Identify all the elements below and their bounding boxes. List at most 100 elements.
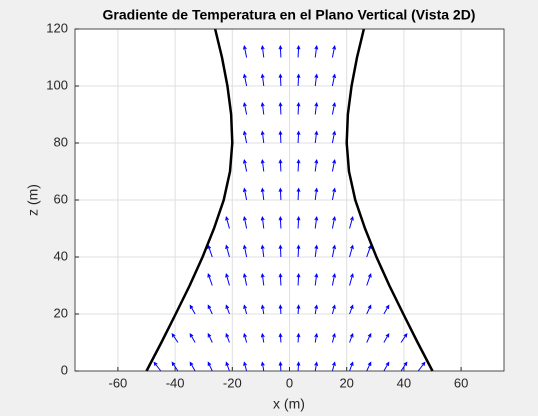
arrow — [225, 272, 230, 286]
arrow — [242, 101, 248, 115]
arrow — [314, 215, 319, 229]
arrow — [331, 332, 336, 343]
arrow — [278, 73, 283, 87]
x-tick-label: 60 — [454, 375, 468, 390]
arrow — [260, 244, 265, 258]
arrow — [260, 44, 265, 58]
arrow — [296, 304, 301, 315]
arrow — [242, 215, 248, 229]
arrow — [260, 158, 265, 172]
arrow — [171, 332, 179, 343]
arrow — [296, 361, 301, 372]
arrow — [260, 332, 265, 343]
arrow — [400, 361, 408, 372]
arrow — [349, 244, 354, 258]
arrow — [331, 187, 337, 201]
arrow — [260, 304, 265, 315]
arrow — [278, 158, 283, 172]
y-tick-label: 40 — [54, 248, 68, 263]
chart-title: Gradiente de Temperatura en el Plano Ver… — [103, 7, 476, 23]
arrow — [314, 244, 319, 258]
arrow — [314, 73, 319, 87]
arrow — [331, 73, 337, 87]
arrow — [296, 332, 301, 343]
arrow — [349, 361, 354, 372]
arrow — [260, 215, 265, 229]
arrow — [242, 130, 248, 144]
arrow — [207, 361, 213, 372]
axes-box — [74, 28, 505, 372]
arrow — [366, 304, 372, 315]
arrow — [278, 130, 283, 144]
x-tick-label: -20 — [223, 375, 242, 390]
arrow — [331, 101, 337, 115]
arrow — [278, 272, 283, 286]
arrow — [366, 361, 372, 372]
arrow — [153, 361, 162, 372]
x-tick-label: 0 — [286, 375, 293, 390]
arrow — [207, 304, 213, 315]
arrow — [314, 101, 319, 115]
y-axis-label: z (m) — [25, 184, 41, 216]
arrow — [331, 158, 337, 172]
arrow — [296, 272, 301, 286]
arrow — [189, 361, 196, 372]
arrow — [260, 130, 265, 144]
x-tick-label: -40 — [166, 375, 185, 390]
arrow — [331, 272, 337, 286]
arrow — [278, 361, 283, 372]
arrow — [296, 130, 301, 144]
arrow — [225, 332, 230, 343]
arrow — [260, 73, 265, 87]
arrow — [296, 44, 301, 58]
arrow — [171, 361, 179, 372]
arrow — [314, 187, 319, 201]
arrow — [383, 304, 390, 315]
y-tick-label: 100 — [46, 77, 68, 92]
arrow — [383, 332, 390, 343]
arrow — [260, 272, 265, 286]
arrow — [331, 130, 337, 144]
arrow — [400, 332, 408, 343]
arrow — [296, 215, 301, 229]
arrow — [278, 101, 283, 115]
x-tick-label: 20 — [339, 375, 353, 390]
y-tick-label: 80 — [54, 134, 68, 149]
arrow — [331, 304, 336, 315]
arrow — [225, 215, 230, 229]
arrow — [349, 272, 354, 286]
x-tick-label: 40 — [397, 375, 411, 390]
arrow — [189, 332, 196, 343]
arrow — [242, 158, 248, 172]
arrow — [278, 215, 283, 229]
x-axis-label: x (m) — [273, 396, 305, 412]
arrow — [296, 158, 301, 172]
arrow — [242, 44, 248, 58]
arrow — [314, 361, 319, 372]
arrow — [243, 361, 248, 372]
arrow — [314, 304, 319, 315]
arrow — [349, 332, 354, 343]
arrow — [417, 361, 426, 372]
y-tick-label: 0 — [61, 362, 68, 377]
arrow — [225, 361, 230, 372]
arrow — [278, 332, 283, 343]
arrow — [260, 361, 265, 372]
arrow — [366, 273, 372, 286]
arrow — [296, 244, 301, 258]
arrow — [207, 332, 213, 343]
arrow — [242, 272, 248, 286]
arrow — [331, 44, 337, 58]
arrow — [278, 304, 283, 315]
arrow — [242, 187, 248, 201]
boundary-curve — [145, 28, 234, 372]
arrow — [278, 187, 283, 201]
x-tick-label: -60 — [109, 375, 128, 390]
arrow — [242, 73, 248, 87]
arrow — [331, 361, 336, 372]
arrow — [296, 187, 301, 201]
arrow — [331, 244, 337, 258]
arrow — [366, 332, 372, 343]
boundary-curve — [345, 28, 434, 372]
